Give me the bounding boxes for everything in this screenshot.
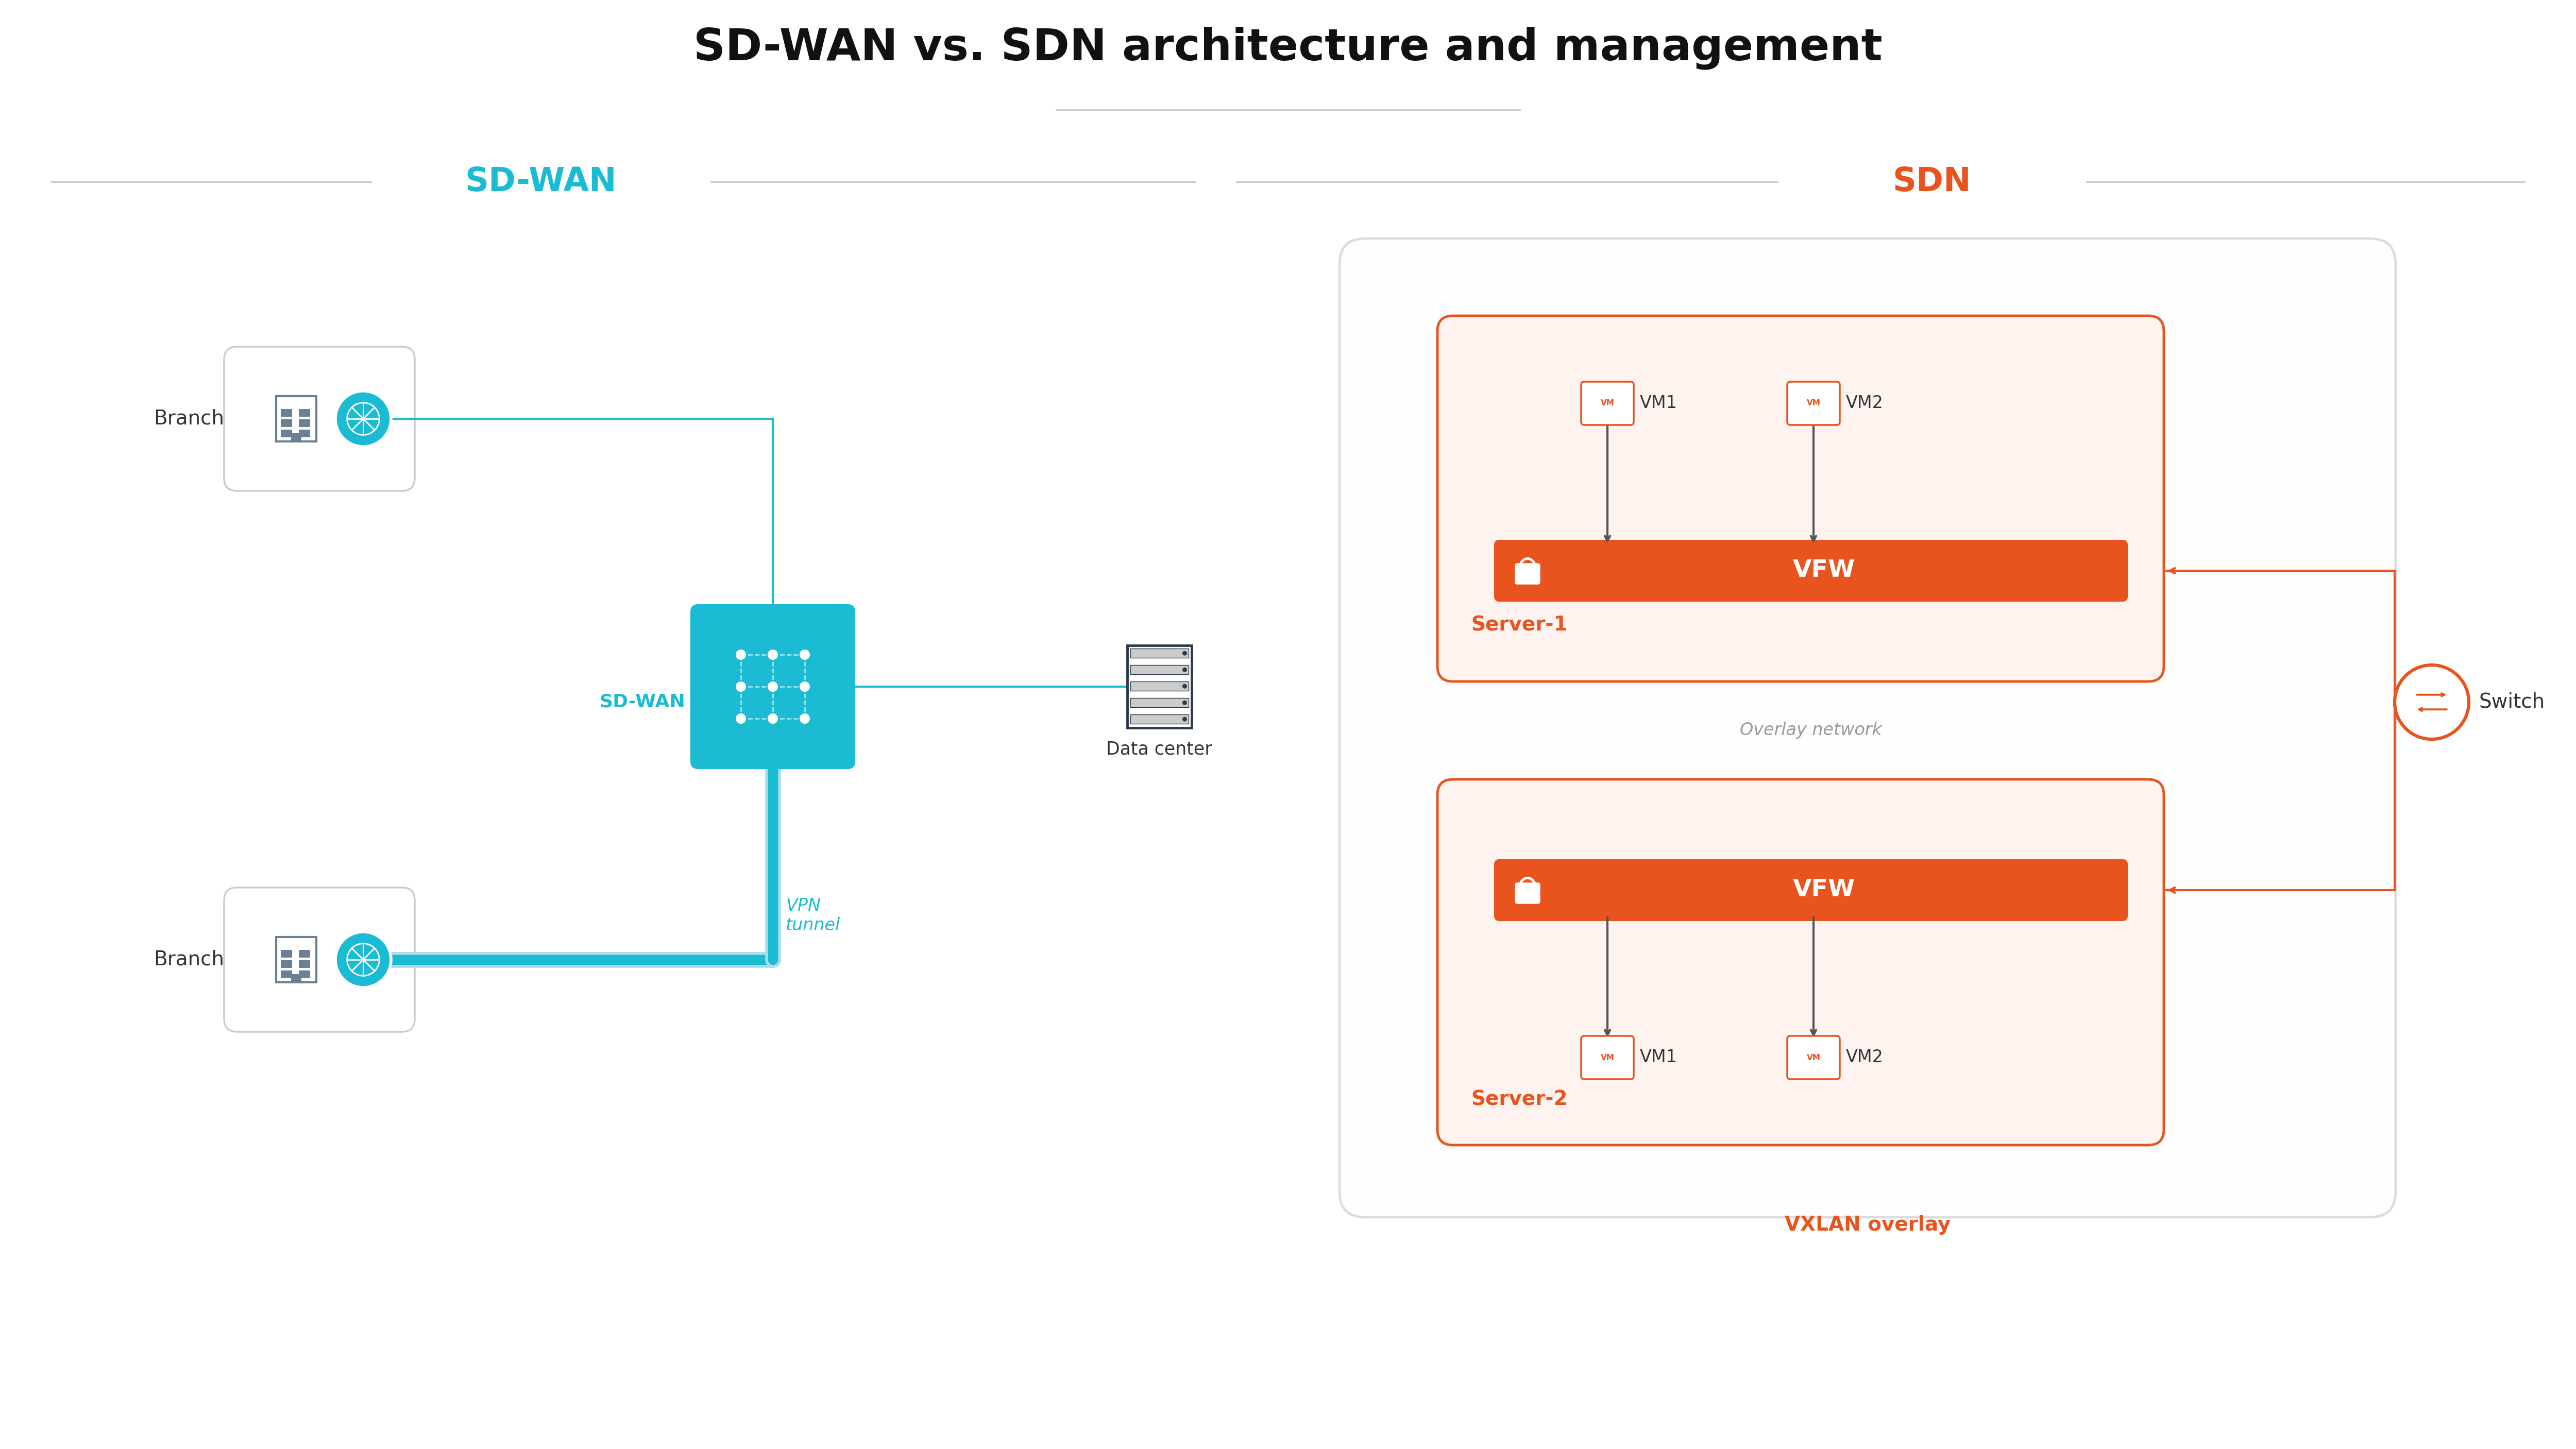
Text: VM1: VM1 bbox=[1641, 1049, 1677, 1066]
FancyBboxPatch shape bbox=[1340, 239, 2396, 1217]
Text: VFW: VFW bbox=[1793, 878, 1855, 901]
Text: VM: VM bbox=[1806, 400, 1821, 407]
Bar bbox=[281, 949, 291, 958]
Bar bbox=[276, 938, 317, 982]
Circle shape bbox=[768, 649, 778, 659]
Bar bbox=[299, 961, 309, 968]
Bar bbox=[1128, 645, 1190, 727]
Text: VM2: VM2 bbox=[1847, 394, 1883, 412]
Text: VM: VM bbox=[1600, 400, 1615, 407]
Bar bbox=[299, 430, 309, 438]
FancyBboxPatch shape bbox=[224, 888, 415, 1032]
Text: SD-WAN vs. SDN architecture and management: SD-WAN vs. SDN architecture and manageme… bbox=[693, 26, 1883, 70]
FancyBboxPatch shape bbox=[1515, 564, 1540, 584]
Circle shape bbox=[799, 649, 809, 659]
FancyBboxPatch shape bbox=[1437, 316, 2164, 681]
Text: Switch: Switch bbox=[2478, 693, 2545, 711]
Bar bbox=[1131, 681, 1188, 691]
Bar bbox=[1131, 649, 1188, 658]
FancyBboxPatch shape bbox=[1494, 540, 2128, 601]
Bar bbox=[281, 419, 291, 427]
FancyBboxPatch shape bbox=[224, 346, 415, 491]
FancyBboxPatch shape bbox=[1515, 882, 1540, 904]
Text: SDN: SDN bbox=[1893, 165, 1971, 199]
FancyBboxPatch shape bbox=[1437, 780, 2164, 1145]
Circle shape bbox=[1182, 717, 1188, 722]
Circle shape bbox=[1182, 651, 1188, 655]
Bar bbox=[291, 974, 301, 982]
Circle shape bbox=[1182, 668, 1188, 672]
Bar bbox=[299, 409, 309, 416]
Text: SD-WAN: SD-WAN bbox=[466, 165, 616, 199]
Circle shape bbox=[768, 713, 778, 723]
FancyBboxPatch shape bbox=[690, 604, 855, 769]
Bar bbox=[1131, 714, 1188, 723]
Bar bbox=[1131, 698, 1188, 707]
Text: VM: VM bbox=[1806, 1053, 1821, 1061]
Text: Data center: Data center bbox=[1105, 740, 1213, 758]
FancyBboxPatch shape bbox=[1494, 859, 2128, 922]
Circle shape bbox=[799, 681, 809, 691]
FancyBboxPatch shape bbox=[1582, 381, 1633, 425]
Circle shape bbox=[1182, 684, 1188, 688]
Bar bbox=[281, 961, 291, 968]
Circle shape bbox=[737, 681, 747, 691]
Text: VFW: VFW bbox=[1793, 559, 1855, 582]
Circle shape bbox=[2396, 665, 2468, 739]
Text: Branch: Branch bbox=[155, 951, 224, 969]
Text: VXLAN overlay: VXLAN overlay bbox=[1785, 1216, 1950, 1235]
FancyBboxPatch shape bbox=[1788, 381, 1839, 425]
Bar bbox=[276, 396, 317, 442]
Circle shape bbox=[335, 391, 392, 446]
Bar bbox=[281, 430, 291, 438]
FancyBboxPatch shape bbox=[1582, 1036, 1633, 1080]
Circle shape bbox=[799, 713, 809, 723]
Bar bbox=[299, 419, 309, 427]
Circle shape bbox=[768, 681, 778, 691]
Text: VM: VM bbox=[1600, 1053, 1615, 1061]
Circle shape bbox=[737, 713, 747, 723]
Bar bbox=[299, 949, 309, 958]
Text: Server-1: Server-1 bbox=[1471, 616, 1569, 635]
Circle shape bbox=[737, 649, 747, 659]
Text: VM1: VM1 bbox=[1641, 394, 1677, 412]
Text: VM2: VM2 bbox=[1847, 1049, 1883, 1066]
Circle shape bbox=[335, 932, 392, 987]
Text: Overlay network: Overlay network bbox=[1739, 722, 1883, 739]
Bar bbox=[1131, 665, 1188, 674]
Text: Server-2: Server-2 bbox=[1471, 1090, 1569, 1108]
Bar bbox=[281, 971, 291, 978]
FancyBboxPatch shape bbox=[1788, 1036, 1839, 1080]
Bar bbox=[281, 409, 291, 416]
Text: SD-WAN: SD-WAN bbox=[600, 693, 685, 711]
Circle shape bbox=[1182, 700, 1188, 706]
Bar bbox=[291, 433, 301, 442]
Text: Branch: Branch bbox=[155, 409, 224, 429]
Bar bbox=[299, 971, 309, 978]
Text: VPN
tunnel: VPN tunnel bbox=[786, 897, 840, 935]
